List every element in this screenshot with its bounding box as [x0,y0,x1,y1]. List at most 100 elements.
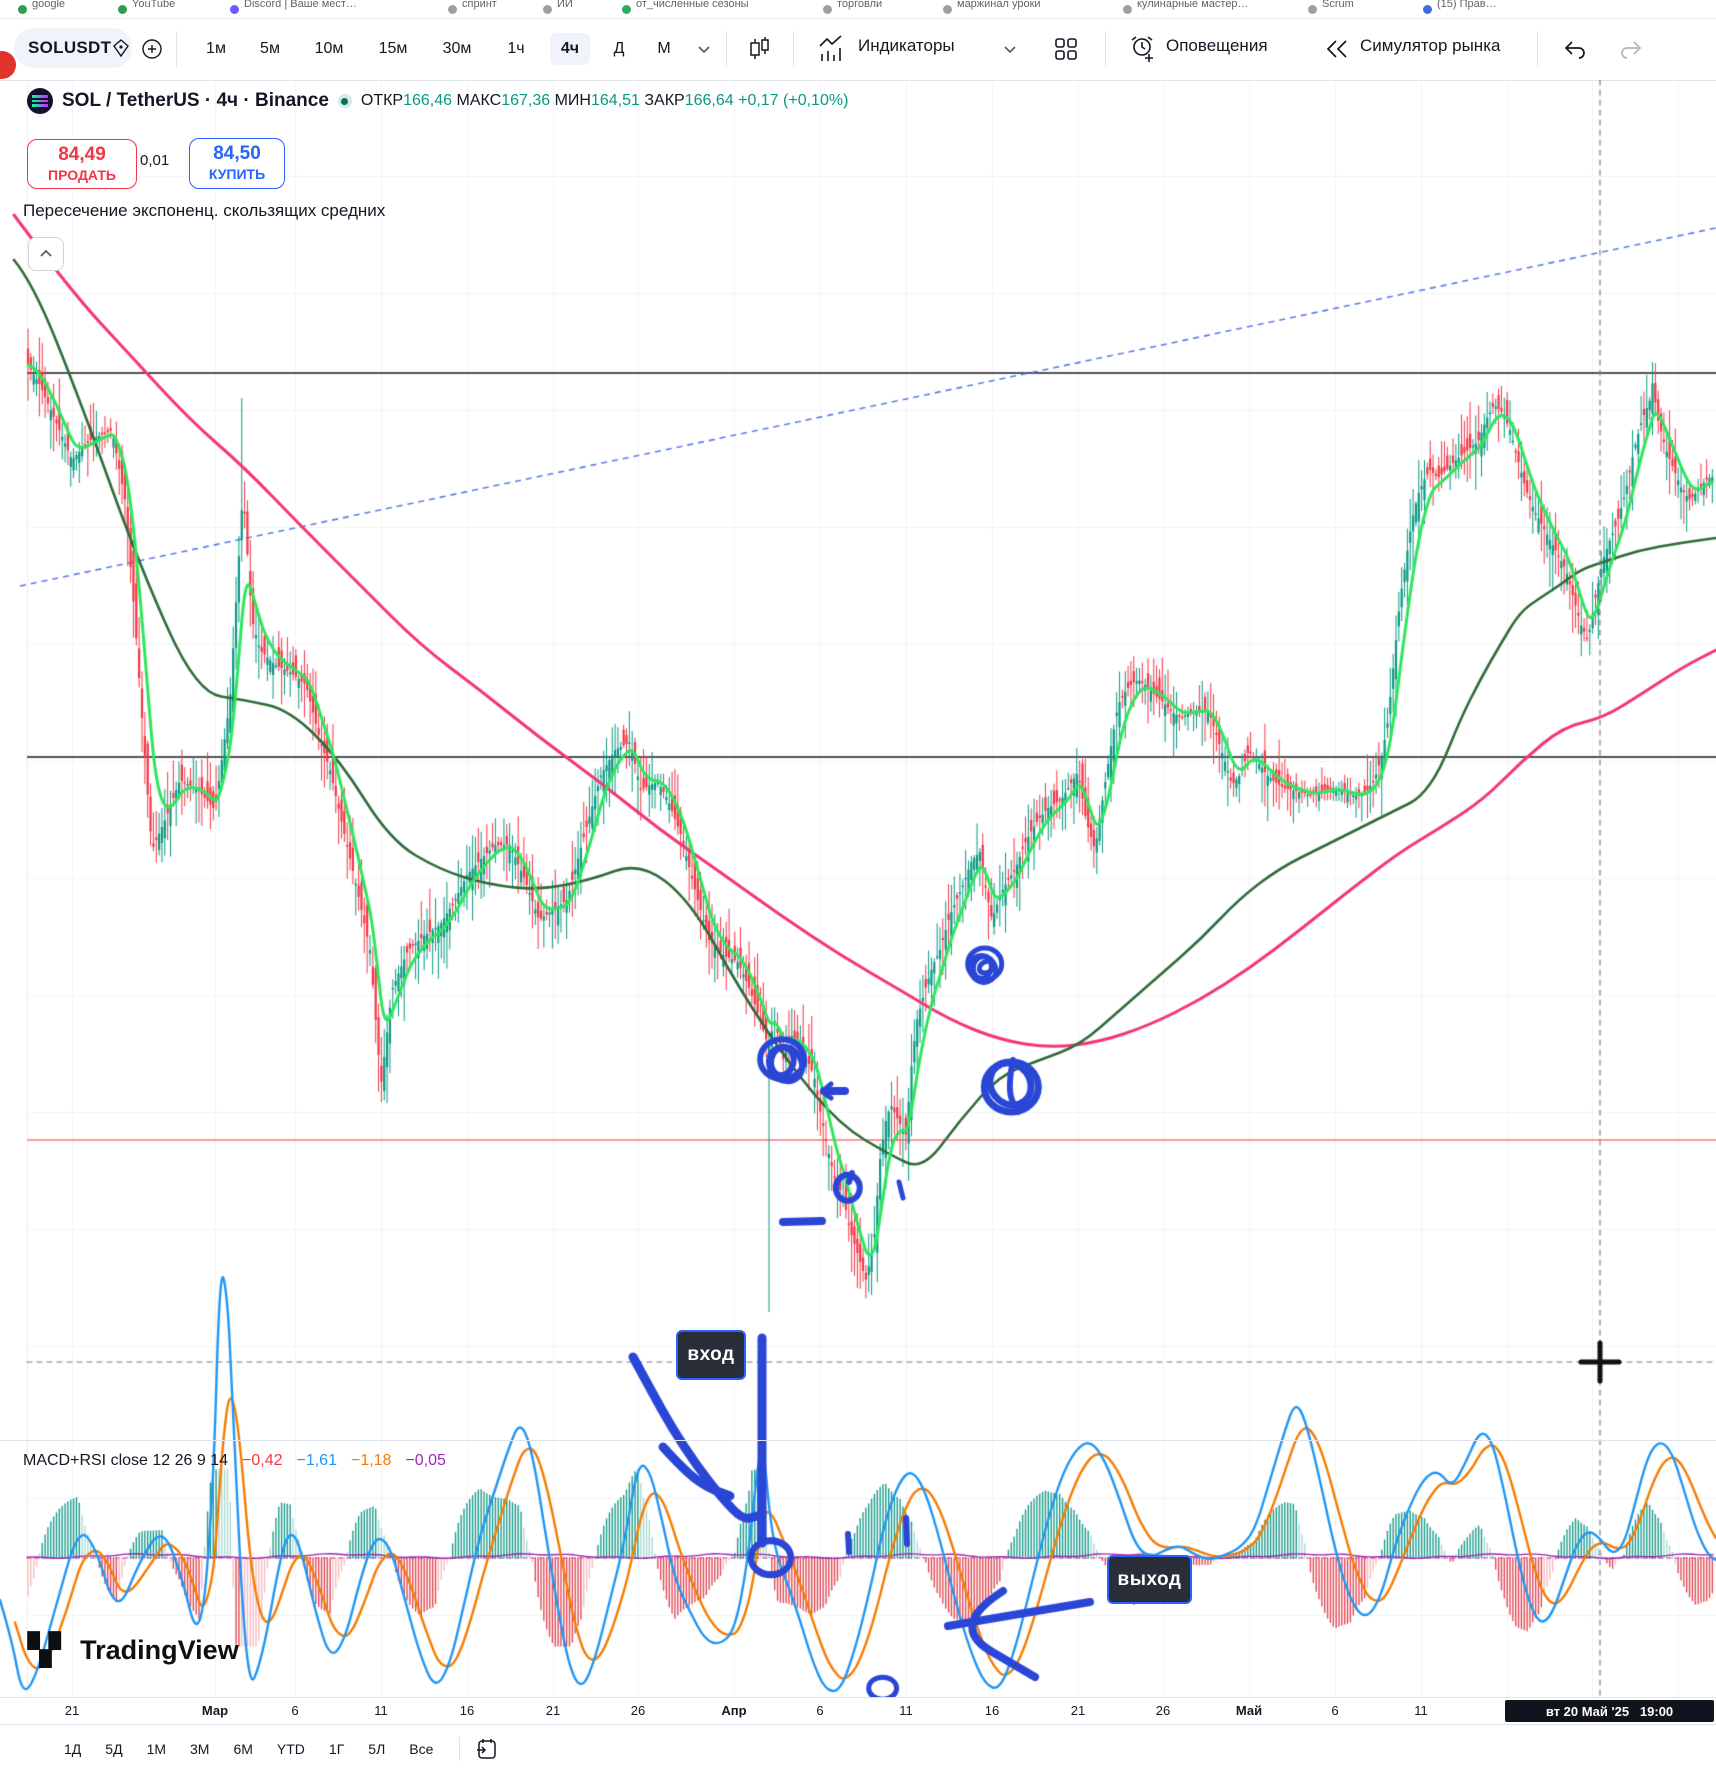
favicon [543,5,552,14]
chart-title[interactable]: SOL / TetherUS · 4ч · Binance [62,90,329,111]
bottom-toolbar: 1Д 5Д 1М 3М 6М YTD 1Г 5Л Все [0,1724,1716,1772]
range-1Д[interactable]: 1Д [64,1741,82,1757]
range-1М[interactable]: 1М [146,1741,167,1757]
indicators-icon[interactable] [815,33,849,65]
ohlc-label: ОТКР [360,92,404,109]
timeframe-1м[interactable]: 1м [206,40,226,57]
sell-price: 84,49 [58,144,106,165]
chart-legend: SOL / TetherUS · 4ч · Binance ОТКР166,46… [27,88,848,114]
goto-date-icon[interactable] [474,1737,498,1761]
timeframe-15м[interactable]: 15м [378,40,408,57]
ohlc-label: МАКС [456,92,502,109]
sol-logo-icon [27,88,53,114]
pane-separator[interactable] [0,1440,1716,1441]
collapse-panel-button[interactable] [28,237,64,271]
time-axis[interactable]: вт 20 Май '25 19:00 21 Мар 6 11 16 21 26 Апр 6 11… [0,1697,1716,1725]
favicon [230,5,239,14]
compare-add-icon[interactable] [138,33,166,65]
bookmark-item[interactable]: (15) Прав… [1423,0,1497,14]
range-5Д[interactable]: 5Д [105,1741,123,1757]
range-buttons: 1Д 5Д 1М 3М 6М YTD 1Г 5Л Все [52,1737,445,1761]
bookmark-item[interactable]: спринт [448,0,497,14]
timeframe-5м[interactable]: 5м [260,40,280,57]
exit-annotation-badge[interactable]: выход [1107,1555,1192,1604]
ohlc-value: 166,46 [403,92,453,109]
entry-annotation-badge[interactable]: вход [676,1330,746,1380]
timeframe-1ч[interactable]: 1ч [507,40,525,57]
favicon [1123,5,1132,14]
spread-value: 0,01 [140,152,170,169]
alert-clock-icon[interactable] [1126,33,1160,65]
range-Все[interactable]: Все [409,1741,434,1757]
ohlc-value: 164,51 [590,92,640,109]
range-YTD[interactable]: YTD [276,1741,305,1757]
bookmark-item[interactable]: от_численные сезоны [622,0,749,14]
bookmark-item[interactable]: ИИ [543,0,573,14]
ohlc-values: ОТКР166,46 МАКС167,36 МИН164,51 ЗАКР166,… [361,92,849,110]
timeframe-4ч[interactable]: 4ч [550,33,590,65]
replay-button[interactable]: Симулятор рынка [1360,36,1501,55]
indicator-legend[interactable]: MACD+RSI close 12 26 9 14 −0,42 −1,61 −1,1… [23,1452,446,1470]
range-1Г[interactable]: 1Г [328,1741,345,1757]
chevron-down-icon[interactable] [694,33,714,65]
crosshair-date-tooltip: вт 20 Май '25 19:00 [1505,1700,1714,1722]
time-tick: 16 [984,1703,1000,1718]
alerts-button[interactable]: Оповещения [1166,36,1268,55]
time-tick: 26 [1155,1703,1171,1718]
bookmark-item[interactable]: Scrum [1308,0,1354,14]
favicon [823,5,832,14]
price-chart-canvas[interactable] [0,80,1716,1772]
timeframe-Д[interactable]: Д [613,40,625,57]
range-5Л[interactable]: 5Л [368,1741,386,1757]
flag-icon[interactable] [111,38,131,58]
redo-icon[interactable] [1616,33,1646,65]
tradingview-watermark: ▚▘ TradingView [28,1633,239,1668]
symbol-search-button[interactable]: SOLUSDT [14,28,132,68]
time-tick: 11 [899,1703,913,1718]
chevron-down-icon[interactable] [1000,33,1020,65]
time-tick: 6 [816,1703,824,1718]
sell-button[interactable]: 84,49 ПРОДАТЬ [27,139,137,189]
time-tick: Апр [721,1703,747,1718]
strategy-label[interactable]: Пересечение экспоненц. скользящих средни… [23,201,386,220]
time-tick: 21 [64,1703,80,1718]
market-status-icon[interactable] [337,94,352,108]
range-3М[interactable]: 3М [190,1741,210,1757]
bookmark-item[interactable]: кулинарные мастер… [1123,0,1249,14]
bookmark-item[interactable]: google [18,0,65,14]
favicon [448,5,457,14]
browser-bookmarks-bar: google YouTube Discord | Ваше мест… спринт И… [0,0,1716,19]
time-tick: 6 [291,1703,299,1718]
layout-grid-icon[interactable] [1050,33,1082,65]
timeframe-30м[interactable]: 30м [442,40,472,57]
time-tick: 26 [630,1703,646,1718]
time-tick: 16 [459,1703,475,1718]
symbol-name: SOLUSDT [28,38,112,57]
indicator-name[interactable]: MACD+RSI close 12 26 9 14 [23,1452,228,1469]
indicator-value: −0,42 [242,1452,283,1469]
favicon [1308,5,1317,14]
indicators-button[interactable]: Индикаторы [858,36,955,55]
favicon [118,5,127,14]
time-tick: 21 [545,1703,561,1718]
bookmark-item[interactable]: YouTube [118,0,175,14]
candles-style-icon[interactable] [744,33,776,65]
time-tick: Май [1235,1703,1263,1718]
bookmark-item[interactable]: торговли [823,0,882,14]
favicon [18,5,27,14]
tradingview-logo-icon: ▚▘ [28,1634,72,1667]
bookmark-item[interactable]: маржинал уроки [943,0,1041,14]
top-toolbar: SOLUSDT 1м 5м 10м 15м 30м 1ч 4ч Д М Индикаторы О… [0,19,1716,81]
favicon [943,5,952,14]
bookmark-item[interactable]: Discord | Ваше мест… [230,0,357,14]
ohlc-value: 167,36 [501,92,551,109]
timeframe-М[interactable]: М [657,40,671,57]
replay-rewind-icon[interactable] [1322,33,1352,65]
undo-icon[interactable] [1560,33,1590,65]
buy-button[interactable]: 84,50 КУПИТЬ [189,138,285,189]
favicon [1423,5,1432,14]
range-6М[interactable]: 6М [233,1741,253,1757]
timeframe-10м[interactable]: 10м [314,40,344,57]
buy-label: КУПИТЬ [208,166,266,182]
